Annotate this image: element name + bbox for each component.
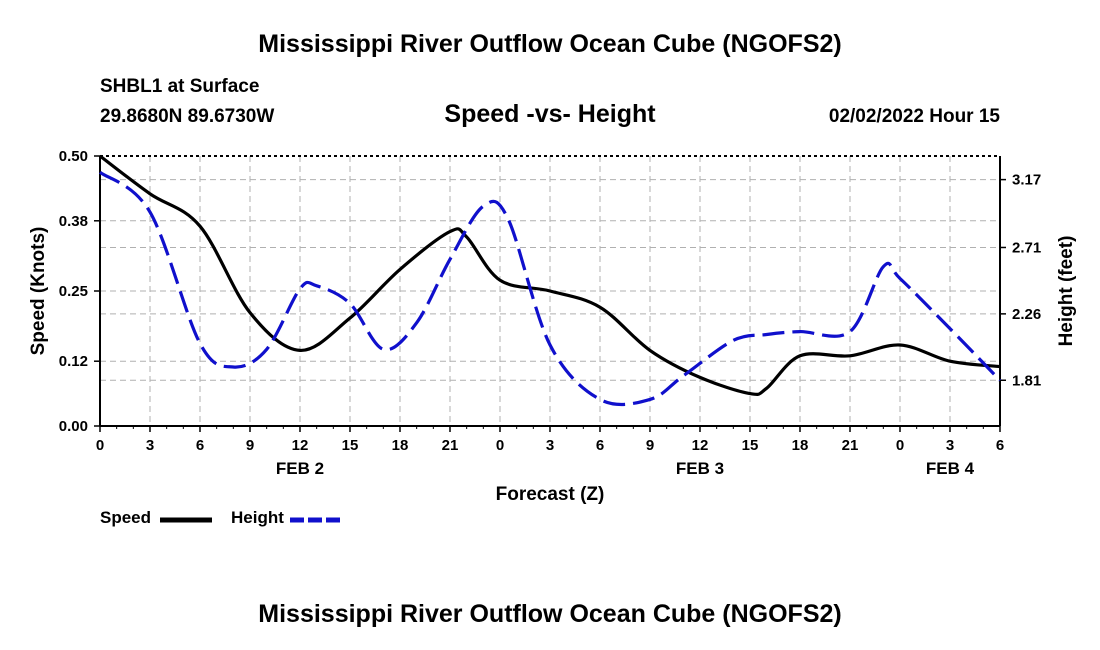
x-tick-label: 15 (742, 437, 759, 454)
x-tick-label: 0 (496, 437, 504, 454)
y-tick-label: 0.50 (59, 148, 88, 165)
date-label: FEB 3 (676, 459, 724, 478)
y2-tick-label: 2.71 (1012, 239, 1041, 256)
coordinates-label: 29.8680N 89.6730W (100, 106, 275, 127)
x-tick-label: 6 (596, 437, 604, 454)
x-tick-label: 21 (842, 437, 859, 454)
x-tick-label: 15 (342, 437, 359, 454)
datetime-label: 02/02/2022 Hour 15 (828, 106, 1000, 127)
page-title-repeat: Mississippi River Outflow Ocean Cube (NG… (258, 600, 842, 628)
x-tick-label: 21 (442, 437, 459, 454)
x-axis-title: Forecast (Z) (496, 484, 605, 505)
legend-height-swatch (290, 517, 342, 523)
x-tick-label: 12 (292, 437, 309, 454)
x-tick-label: 3 (946, 437, 954, 454)
y-tick-label: 0.25 (59, 283, 88, 300)
x-tick-label: 18 (392, 437, 409, 454)
x-tick-label: 3 (546, 437, 554, 454)
station-label: SHBL1 at Surface (100, 76, 260, 97)
y2-tick-label: 1.81 (1012, 372, 1041, 389)
y2-tick-label: 3.17 (1012, 172, 1041, 189)
date-label: FEB 2 (276, 459, 324, 478)
y2-tick-label: 2.26 (1012, 306, 1041, 323)
x-tick-label: 6 (996, 437, 1004, 454)
y-tick-label: 0.38 (59, 213, 88, 230)
legend-height-label: Height (231, 508, 284, 527)
x-tick-label: 0 (96, 437, 104, 454)
x-tick-label: 6 (196, 437, 204, 454)
date-label: FEB 4 (926, 459, 975, 478)
legend-speed-label: Speed (100, 508, 152, 527)
chart-title: Speed -vs- Height (444, 100, 656, 128)
x-tick-label: 12 (692, 437, 709, 454)
speed-series-line (99, 154, 1001, 397)
y-tick-label: 0.12 (59, 353, 88, 370)
x-tick-label: 0 (896, 437, 904, 454)
y-axis-title: Speed (Knots) (28, 227, 49, 356)
legend-speed-swatch (160, 517, 212, 523)
x-tick-label: 9 (646, 437, 654, 454)
x-tick-label: 9 (246, 437, 254, 454)
page-title: Mississippi River Outflow Ocean Cube (NG… (258, 30, 842, 58)
y2-axis-title: Height (feet) (1056, 236, 1077, 347)
x-tick-label: 18 (792, 437, 809, 454)
y-tick-label: 0.00 (59, 418, 88, 435)
x-tick-label: 3 (146, 437, 154, 454)
height-series-line (98, 170, 1002, 407)
